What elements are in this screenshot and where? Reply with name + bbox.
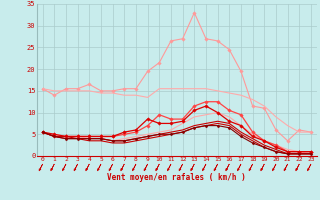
X-axis label: Vent moyen/en rafales ( km/h ): Vent moyen/en rafales ( km/h ) <box>108 173 246 182</box>
